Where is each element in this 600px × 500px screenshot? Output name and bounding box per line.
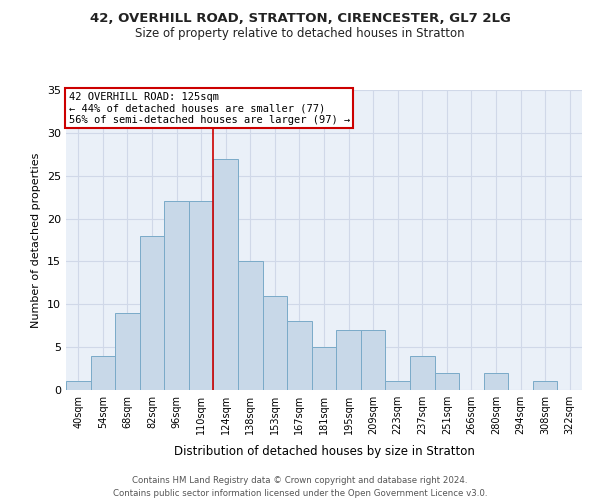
X-axis label: Distribution of detached houses by size in Stratton: Distribution of detached houses by size … [173, 446, 475, 458]
Bar [214, 158, 238, 390]
Bar [533, 382, 557, 390]
Bar [287, 322, 312, 390]
Text: 42 OVERHILL ROAD: 125sqm
← 44% of detached houses are smaller (77)
56% of semi-d: 42 OVERHILL ROAD: 125sqm ← 44% of detach… [68, 92, 350, 124]
Bar [484, 373, 508, 390]
Bar [263, 296, 287, 390]
Y-axis label: Number of detached properties: Number of detached properties [31, 152, 41, 328]
Bar [115, 313, 140, 390]
Bar [385, 382, 410, 390]
Bar [336, 330, 361, 390]
Bar [361, 330, 385, 390]
Text: Contains public sector information licensed under the Open Government Licence v3: Contains public sector information licen… [113, 489, 487, 498]
Text: Size of property relative to detached houses in Stratton: Size of property relative to detached ho… [135, 28, 465, 40]
Bar [66, 382, 91, 390]
Bar [164, 202, 189, 390]
Bar [189, 202, 214, 390]
Text: 42, OVERHILL ROAD, STRATTON, CIRENCESTER, GL7 2LG: 42, OVERHILL ROAD, STRATTON, CIRENCESTER… [89, 12, 511, 26]
Bar [312, 347, 336, 390]
Bar [238, 262, 263, 390]
Bar [410, 356, 434, 390]
Bar [140, 236, 164, 390]
Bar [91, 356, 115, 390]
Text: Contains HM Land Registry data © Crown copyright and database right 2024.: Contains HM Land Registry data © Crown c… [132, 476, 468, 485]
Bar [434, 373, 459, 390]
